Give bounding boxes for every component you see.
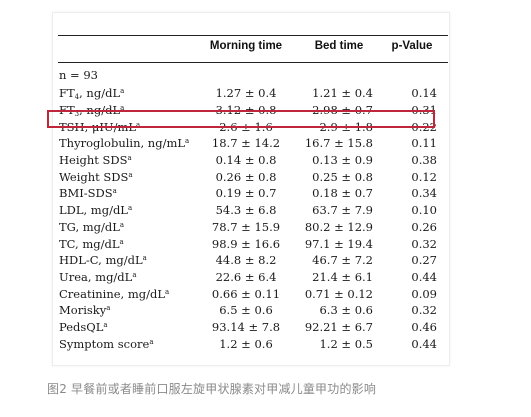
table-top-rule: [58, 35, 448, 36]
table-figure: Morning time Bed time p-Value n = 93 FT4…: [52, 12, 450, 366]
bed-value: 16.7 ± 15.8: [304, 136, 373, 151]
table-row: TSH, μIU/mLa 2.6 ± 1.6 2.9 ± 1.8 0.22: [53, 118, 445, 135]
morning-value: 0.66 ± 0.11: [211, 286, 281, 301]
p-value: 0.44: [411, 336, 437, 351]
bed-value: 63.7 ± 7.9: [312, 203, 373, 218]
table-row: Creatinine, mg/dLa 0.66 ± 0.11 0.71 ± 0.12…: [53, 285, 445, 302]
morning-value: 0.19 ± 0.7: [215, 186, 277, 201]
morning-value: 93.14 ± 7.8: [211, 319, 281, 334]
morning-value: 2.6 ± 1.6: [219, 119, 273, 134]
table-header-row: Morning time Bed time p-Value: [53, 33, 445, 59]
bed-value: 46.7 ± 7.2: [312, 253, 373, 268]
morning-value: 1.27 ± 0.4: [215, 86, 277, 101]
p-value: 0.34: [411, 186, 437, 201]
table-row: FT3, ng/dLa 3.12 ± 0.8 2.98 ± 0.7 0.31: [53, 102, 445, 119]
table-row: Height SDSa 0.14 ± 0.8 0.13 ± 0.9 0.38: [53, 152, 445, 169]
morning-value: 0.26 ± 0.8: [215, 169, 277, 184]
p-value: 0.46: [411, 319, 437, 334]
p-value: 0.31: [411, 103, 437, 118]
p-value: 0.14: [411, 86, 437, 101]
row-label: Thyroglobulin, ng/mLa: [59, 136, 190, 151]
table-row: Thyroglobulin, ng/mLa 18.7 ± 14.2 16.7 ± 1…: [53, 135, 445, 152]
bed-value: 6.3 ± 0.6: [319, 303, 373, 318]
table-row: FT4, ng/dLa 1.27 ± 0.4 1.21 ± 0.4 0.14: [53, 85, 445, 102]
p-value: 0.26: [411, 219, 437, 234]
bed-value: 1.2 ± 0.5: [319, 336, 373, 351]
row-label: HDL-C, mg/dLa: [59, 253, 147, 268]
row-label: LDL, mg/dLa: [59, 203, 133, 218]
morning-value: 98.9 ± 16.6: [211, 236, 281, 251]
p-value: 0.38: [411, 153, 437, 168]
p-value: 0.11: [411, 136, 437, 151]
table-row: TC, mg/dLa 98.9 ± 16.6 97.1 ± 19.4 0.32: [53, 235, 445, 252]
p-value: 0.12: [411, 169, 437, 184]
row-label: Symptom scorea: [59, 336, 154, 351]
header-p-value: p-Value: [391, 40, 433, 52]
row-label: Moriskya: [59, 303, 111, 318]
sample-size-label: n = 93: [59, 68, 98, 82]
row-label: Creatinine, mg/dLa: [59, 286, 170, 301]
header-morning-time: Morning time: [209, 40, 283, 52]
bed-value: 1.21 ± 0.4: [312, 86, 373, 101]
table-row: Moriskya 6.5 ± 0.6 6.3 ± 0.6 0.32: [53, 302, 445, 319]
p-value: 0.09: [411, 286, 437, 301]
row-label: Urea, mg/dLa: [59, 269, 137, 284]
bed-value: 0.18 ± 0.7: [312, 186, 373, 201]
row-label: FT4, ng/dLa: [59, 85, 125, 101]
morning-value: 44.8 ± 8.2: [215, 253, 277, 268]
p-value: 0.27: [411, 253, 437, 268]
morning-value: 78.7 ± 15.9: [211, 219, 281, 234]
table-row: Weight SDSa 0.26 ± 0.8 0.25 ± 0.8 0.12: [53, 168, 445, 185]
bed-value: 0.25 ± 0.8: [312, 169, 373, 184]
row-label: TSH, μIU/mLa: [59, 119, 141, 134]
p-value: 0.32: [411, 236, 437, 251]
table-row: PedsQLa 93.14 ± 7.8 92.21 ± 6.7 0.46: [53, 319, 445, 336]
p-value: 0.22: [411, 119, 437, 134]
header-label: [53, 33, 193, 59]
bed-value: 92.21 ± 6.7: [304, 319, 373, 334]
morning-value: 18.7 ± 14.2: [211, 136, 281, 151]
row-label: PedsQLa: [59, 319, 108, 334]
table-row: Urea, mg/dLa 22.6 ± 6.4 21.4 ± 6.1 0.44: [53, 269, 445, 286]
row-label: BMI-SDSa: [59, 186, 117, 201]
bed-value: 2.9 ± 1.8: [319, 119, 373, 134]
table-row: BMI-SDSa 0.19 ± 0.7 0.18 ± 0.7 0.34: [53, 185, 445, 202]
morning-value: 6.5 ± 0.6: [219, 303, 273, 318]
row-label: Weight SDSa: [59, 169, 133, 184]
morning-value: 3.12 ± 0.8: [215, 103, 277, 118]
morning-value: 0.14 ± 0.8: [215, 153, 277, 168]
bed-value: 80.2 ± 12.9: [304, 219, 373, 234]
p-value: 0.10: [411, 203, 437, 218]
sample-size-row: n = 93: [53, 59, 445, 85]
p-value: 0.44: [411, 269, 437, 284]
row-label: TC, mg/dLa: [59, 236, 124, 251]
table-row: HDL-C, mg/dLa 44.8 ± 8.2 46.7 ± 7.2 0.27: [53, 252, 445, 269]
bed-value: 2.98 ± 0.7: [312, 103, 373, 118]
results-table: Morning time Bed time p-Value n = 93 FT4…: [53, 33, 445, 352]
header-bed-time: Bed time: [314, 40, 364, 52]
table-row: TG, mg/dLa 78.7 ± 15.9 80.2 ± 12.9 0.26: [53, 219, 445, 236]
p-value: 0.32: [411, 303, 437, 318]
bed-value: 0.71 ± 0.12: [304, 286, 373, 301]
bed-value: 21.4 ± 6.1: [312, 269, 373, 284]
table-row: LDL, mg/dLa 54.3 ± 6.8 63.7 ± 7.9 0.10: [53, 202, 445, 219]
morning-value: 54.3 ± 6.8: [215, 203, 277, 218]
row-label: FT3, ng/dLa: [59, 102, 125, 118]
bed-value: 0.13 ± 0.9: [312, 153, 373, 168]
morning-value: 22.6 ± 6.4: [215, 269, 277, 284]
row-label: Height SDSa: [59, 153, 132, 168]
figure-caption: 图2 早餐前或者睡前口服左旋甲状腺素对甲减儿童甲功的影响: [47, 382, 377, 396]
morning-value: 1.2 ± 0.6: [219, 336, 273, 351]
bed-value: 97.1 ± 19.4: [304, 236, 373, 251]
table-header-rule: [58, 62, 448, 63]
row-label: TG, mg/dLa: [59, 219, 125, 234]
table-row: Symptom scorea 1.2 ± 0.6 1.2 ± 0.5 0.44: [53, 335, 445, 352]
